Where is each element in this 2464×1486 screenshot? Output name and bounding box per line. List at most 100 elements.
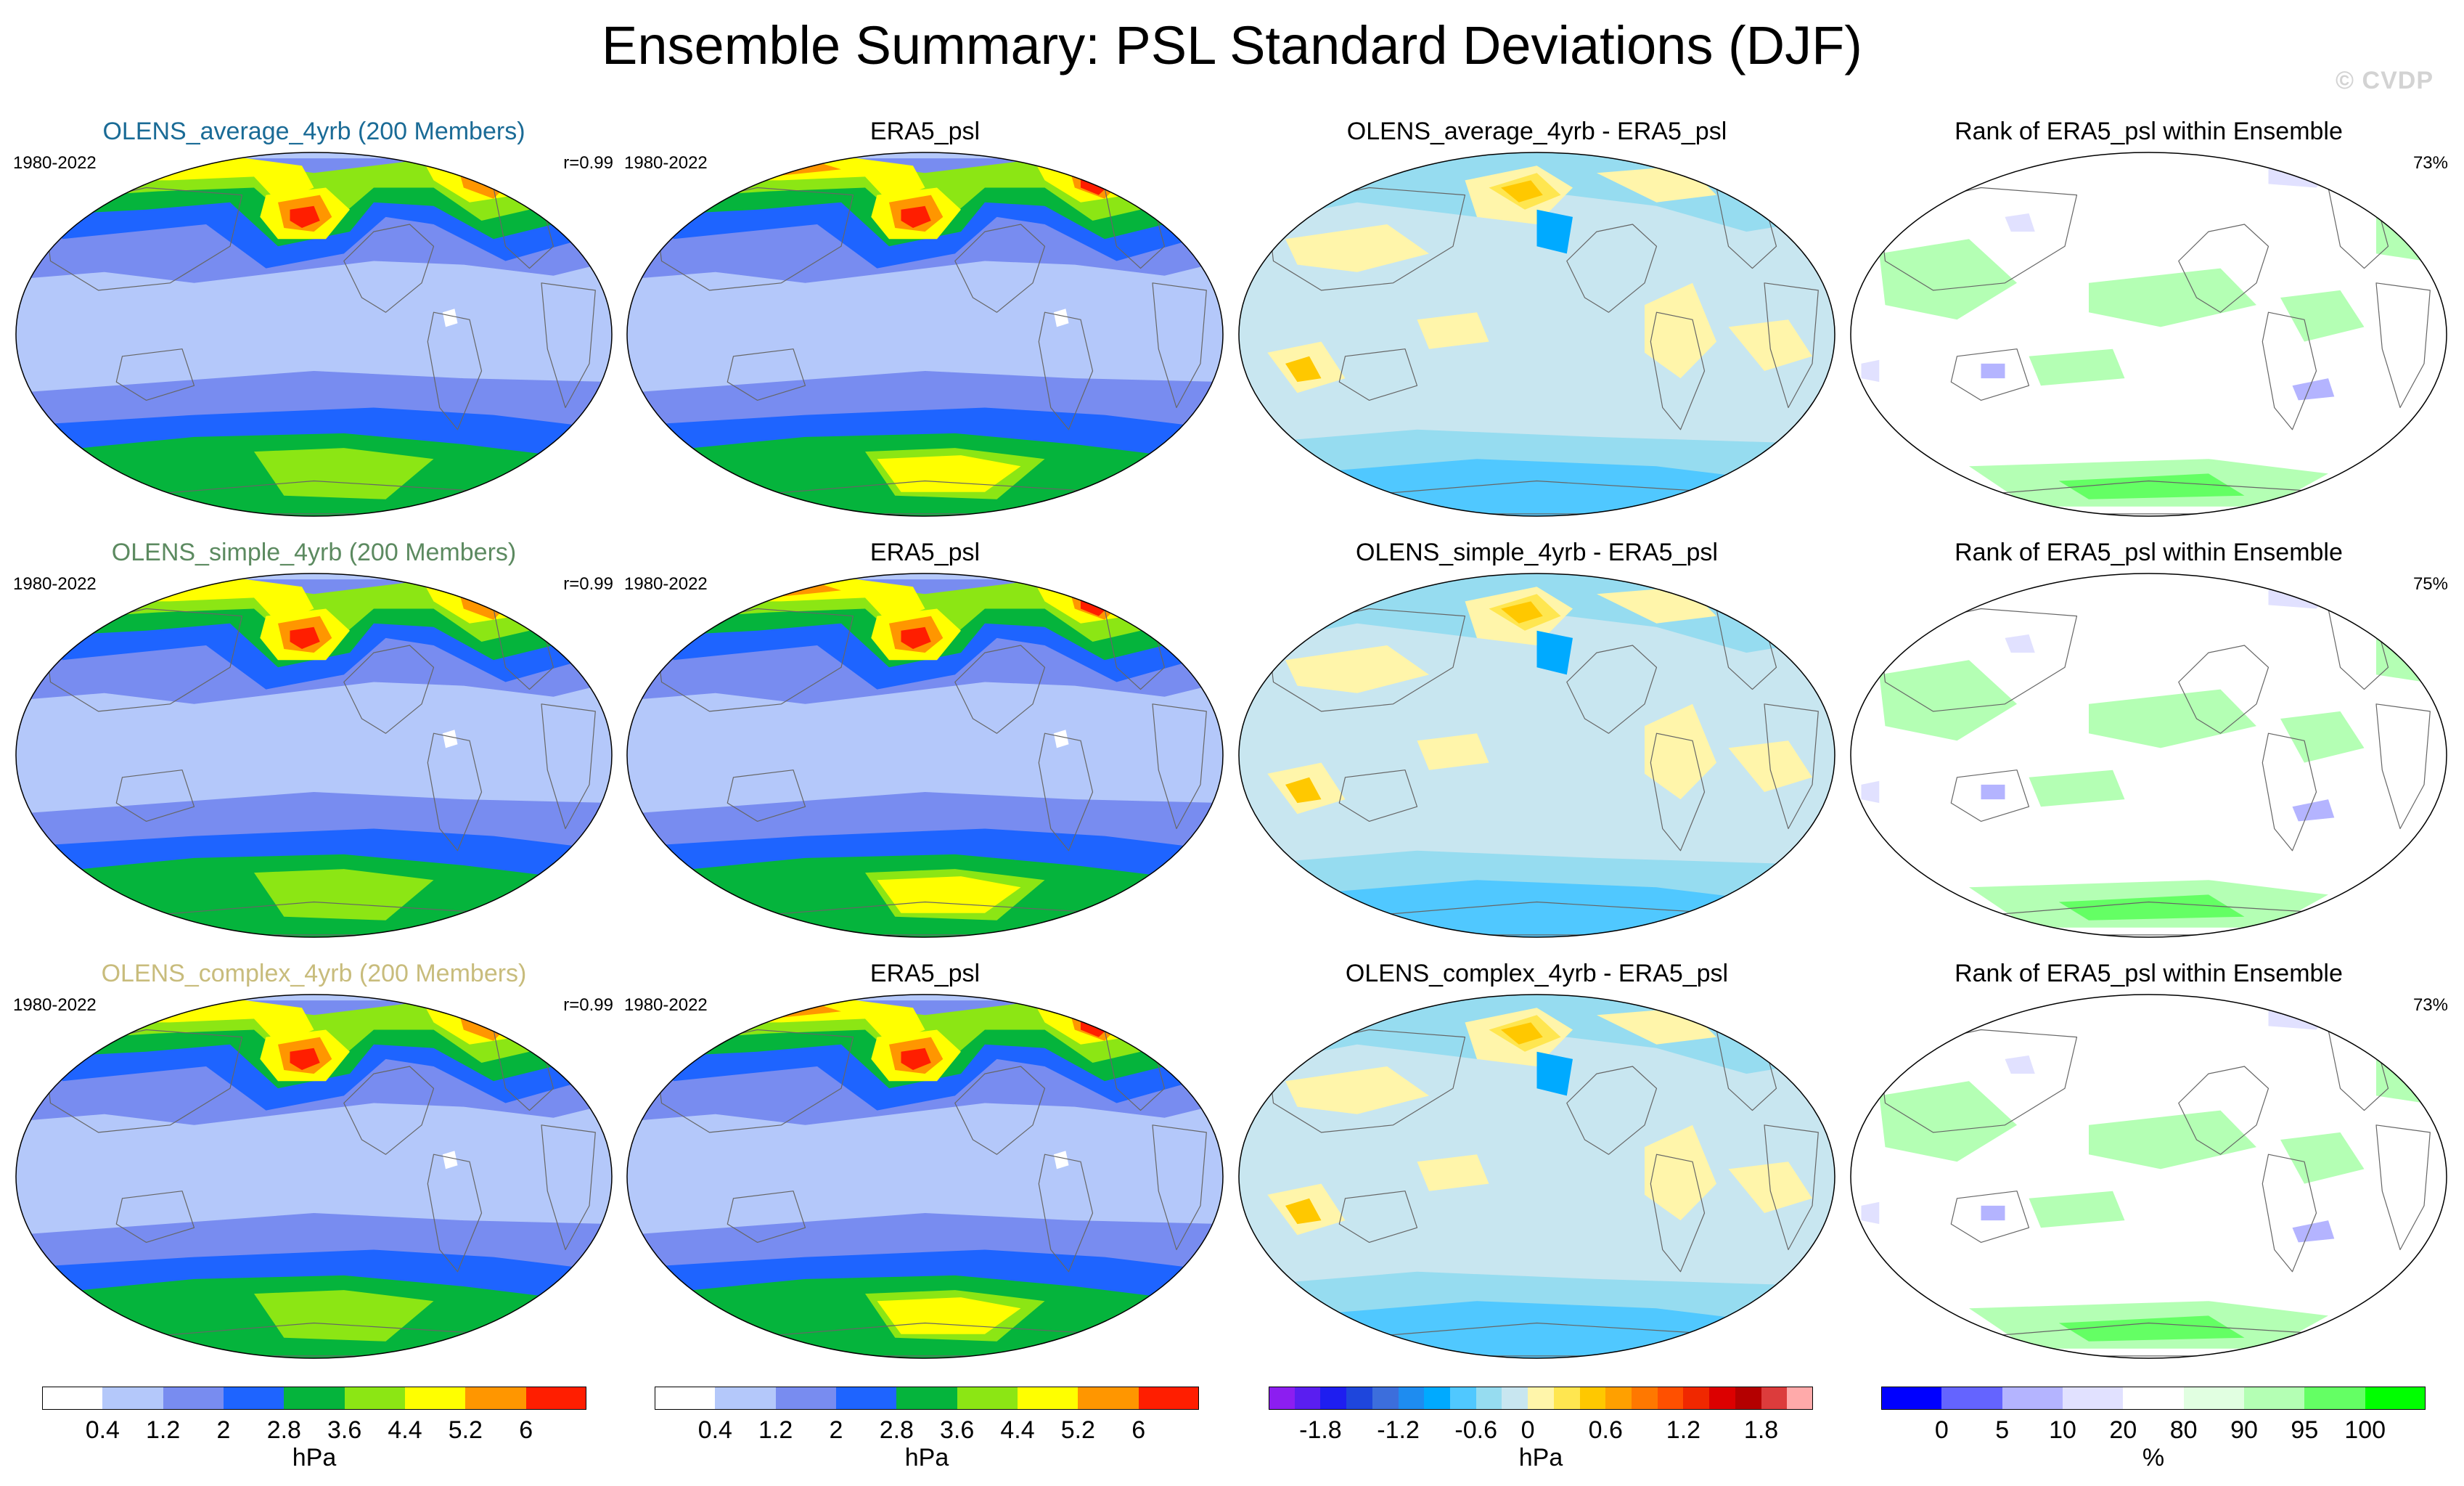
coastline	[1950, 1191, 2030, 1243]
coastline	[2375, 1124, 2431, 1251]
colorbar-tick-label: 1.2	[1666, 1416, 1701, 1444]
panel-title: Rank of ERA5_psl within Ensemble	[1955, 960, 2343, 987]
colorbar-tick-label: 6	[1131, 1416, 1146, 1444]
coastline	[1764, 703, 1819, 830]
colorbar-swatch	[1424, 1387, 1451, 1410]
coastline	[1152, 703, 1207, 830]
contour-region	[2292, 1220, 2335, 1243]
panel-stat: r=0.99	[563, 995, 613, 1015]
coastline	[541, 282, 596, 409]
colorbar-tick-label: 5	[1995, 1416, 2010, 1444]
contour-region	[290, 626, 320, 649]
colorbar-swatch	[2365, 1387, 2426, 1410]
contour-region	[442, 309, 458, 327]
map-panel	[1238, 152, 1835, 517]
coastline	[541, 1124, 596, 1251]
coastline	[655, 187, 854, 291]
map-outline	[1850, 573, 2447, 938]
colorbar-swatch	[1787, 1387, 1814, 1410]
coastline	[1950, 769, 2030, 822]
coastline	[1878, 608, 2078, 712]
map-panel	[626, 573, 1224, 938]
colorbar-tick-label: 2	[829, 1416, 843, 1444]
panel-period: 1980-2022	[13, 995, 97, 1015]
coastline	[954, 224, 1046, 313]
colorbar-swatch	[2244, 1387, 2305, 1410]
panel-title: ERA5_psl	[869, 539, 981, 566]
map-background	[1851, 152, 2447, 516]
coastline	[1764, 282, 1819, 409]
contour-region	[877, 876, 1021, 913]
contour-region	[2058, 473, 2245, 499]
coastline	[44, 187, 243, 291]
coastline	[2178, 1066, 2269, 1155]
coastline	[1650, 311, 1706, 430]
colorbar-swatch	[2002, 1387, 2063, 1410]
contour-region	[1879, 1081, 2017, 1162]
colorbar-swatch	[836, 1387, 897, 1410]
colorbar-swatch	[1683, 1387, 1710, 1410]
contour-region	[1861, 1201, 1880, 1225]
contour-region	[1536, 209, 1573, 254]
coastline	[1650, 732, 1706, 852]
map-outline	[1850, 994, 2447, 1359]
coastline	[1878, 187, 2078, 291]
map-panel	[626, 152, 1224, 517]
panel-period: 1980-2022	[13, 153, 97, 173]
colorbar-swatch	[1735, 1387, 1762, 1410]
colorbar-swatch	[1528, 1387, 1555, 1410]
panel-period: 1980-2022	[624, 153, 708, 173]
contour-region	[1879, 239, 2017, 320]
coastline	[954, 1066, 1046, 1155]
map-panel	[1850, 994, 2447, 1359]
coastline	[2178, 224, 2269, 313]
colorbar-unit: hPa	[292, 1444, 337, 1471]
coastline	[427, 732, 483, 852]
colorbar-tick-label: 5.2	[1060, 1416, 1095, 1444]
colorbar-tick-label: 3.6	[940, 1416, 975, 1444]
colorbar-tick-label: 0.4	[85, 1416, 120, 1444]
colorbar-std-model: 0.4 1.2 2 2.8 3.6 4.4 5.2 6 hPa	[42, 1387, 587, 1474]
panel-period: 1980-2022	[13, 574, 97, 594]
colorbar-unit: hPa	[1518, 1444, 1563, 1471]
colorbar-swatch	[2183, 1387, 2245, 1410]
contour-region	[1285, 1198, 1322, 1225]
colorbar-tick-label: -1.2	[1377, 1416, 1420, 1444]
contour-region	[901, 626, 931, 649]
contour-region	[2089, 268, 2256, 327]
map-outline	[626, 994, 1224, 1359]
coastline	[1338, 1191, 1418, 1243]
colorbar-tick-label: 1.2	[758, 1416, 793, 1444]
colorbar-tick-label: -0.6	[1454, 1416, 1497, 1444]
coastline	[1038, 311, 1094, 430]
contour-region	[442, 730, 458, 748]
contour-region	[877, 1297, 1021, 1334]
colorbar-tick-label: 2	[216, 1416, 231, 1444]
coastline	[954, 645, 1046, 734]
contour-region	[2005, 634, 2035, 653]
coastline	[2178, 645, 2269, 734]
contour-region	[1645, 703, 1716, 800]
colorbar-swatch	[405, 1387, 466, 1410]
coastline	[427, 1154, 483, 1273]
coastline	[1878, 1029, 2078, 1133]
contour-region	[254, 869, 434, 920]
colorbar-swatch	[1346, 1387, 1373, 1410]
panel-stat: 75%	[2412, 574, 2448, 594]
coastline	[1950, 348, 2030, 401]
contour-region	[2280, 711, 2365, 763]
colorbar-swatch	[1018, 1387, 1078, 1410]
contour-region	[1285, 224, 1429, 272]
map-outline	[15, 573, 613, 938]
colorbar-std-obs: 0.4 1.2 2 2.8 3.6 4.4 5.2 6 hPa	[655, 1387, 1200, 1474]
coastline	[343, 645, 435, 734]
contour-region	[1981, 1205, 2005, 1221]
colorbar-tick-label: 4.4	[388, 1416, 422, 1444]
map-panel	[15, 573, 613, 938]
colorbar-swatch	[1502, 1387, 1528, 1410]
contour-region	[2029, 348, 2125, 386]
map-outline	[626, 152, 1224, 517]
contour-region	[290, 205, 320, 228]
colorbar-swatch	[344, 1387, 406, 1410]
contour-region	[1645, 1124, 1716, 1221]
